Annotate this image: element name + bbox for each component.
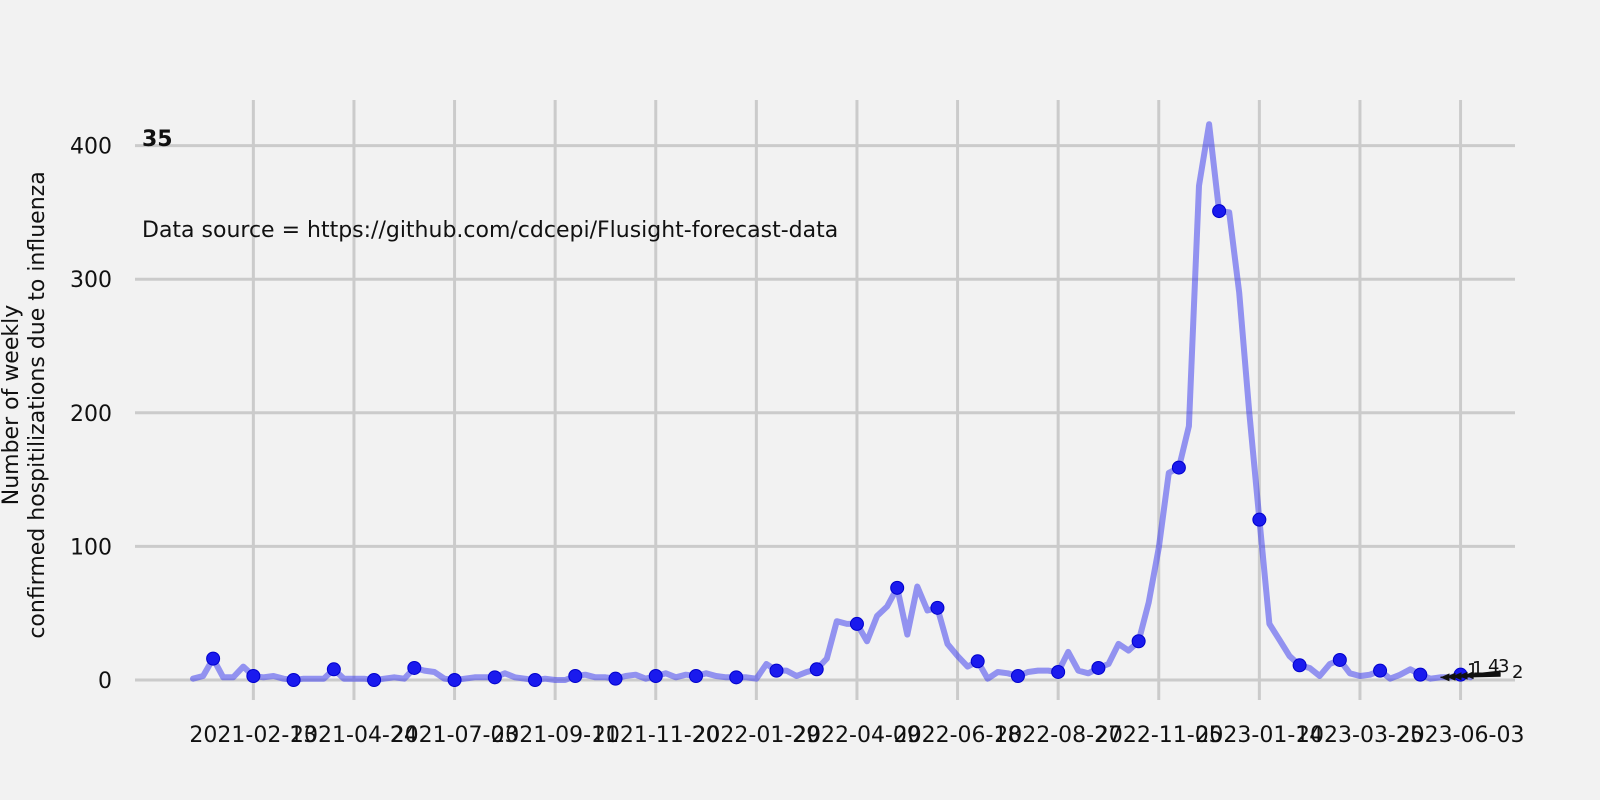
x-axis-ticks: 2021-02-132021-04-242021-07-032021-09-11… [189,723,1524,748]
data-point [1252,512,1267,527]
data-point [1332,652,1347,667]
forecast-label: 1 [1472,658,1483,679]
data-point [729,670,744,685]
data-point [689,668,703,683]
forecast-layer: 11 43 2 [1440,656,1523,683]
data-point [568,668,583,683]
data-point [1051,664,1066,679]
forecast-arrowhead [1452,672,1462,681]
y-axis-label: Number of weekly confirmed hospitilizatio… [0,171,50,638]
y-tick-label: 400 [70,135,112,160]
series-line [190,121,1474,683]
data-point [206,651,221,666]
y-tick-label: 200 [70,402,112,427]
forecast-arrowhead [1464,671,1474,680]
forecast-label: 1 [1467,660,1478,681]
data-point [1413,667,1428,682]
data-point [930,600,945,615]
grid [135,100,1515,700]
x-tick-label: 2021-11-20 [592,723,720,748]
data-point [246,668,261,683]
marker-layer [206,204,1468,687]
data-point [809,662,824,677]
x-tick-label: 2022-06-18 [894,723,1022,748]
data-point [286,673,301,687]
data-point [326,662,341,677]
x-tick-label: 2022-08-27 [994,723,1122,748]
forecast-arrowhead [1440,673,1450,682]
forecast-arrowhead [1458,671,1468,680]
data-point [528,673,543,687]
forecast-label: 3 [1498,656,1509,677]
data-point [487,670,502,685]
data-point [1212,204,1227,219]
y-tick-label: 0 [98,669,112,694]
data-point [1171,460,1186,475]
x-tick-label: 2021-07-03 [391,723,519,748]
y-axis-label-line: confirmed hospitilizations due to influe… [25,171,50,638]
x-tick-label: 2022-11-05 [1095,723,1223,748]
x-tick-label: 2021-04-24 [290,723,418,748]
x-tick-label: 2023-01-14 [1195,723,1323,748]
data-point [407,660,422,675]
x-tick-label: 2021-09-11 [491,723,619,748]
y-tick-label: 100 [70,535,112,560]
x-tick-label: 2021-02-13 [189,723,317,748]
x-tick-label: 2022-01-29 [692,723,820,748]
data-point [648,668,663,683]
forecast-label: 2 [1512,662,1523,683]
data-point [367,673,382,687]
data-point [1292,658,1307,673]
y-tick-label: 300 [70,268,112,293]
data-point [1373,663,1388,678]
data-point [890,580,905,595]
y-axis-ticks: 0 100 200 300 400 [70,135,112,694]
x-tick-label: 2023-06-03 [1397,723,1525,748]
data-point [1091,660,1106,675]
data-point [1131,634,1146,649]
data-point [1010,668,1025,683]
data-point [447,673,462,687]
x-tick-label: 2022-04-09 [793,723,921,748]
series-layer [190,121,1474,683]
panel-label: 35 [142,127,173,152]
data-point [849,616,864,631]
y-axis-label-line: Number of weekly [0,305,24,506]
data-point [608,671,623,686]
forecast-arrowhead [1446,672,1456,681]
data-point [769,663,784,678]
forecast-label: 4 [1488,656,1499,677]
x-tick-label: 2023-03-25 [1296,723,1424,748]
data-point [970,654,985,669]
data-source-annotation: Data source = https://github.com/cdcepi/… [142,218,838,243]
